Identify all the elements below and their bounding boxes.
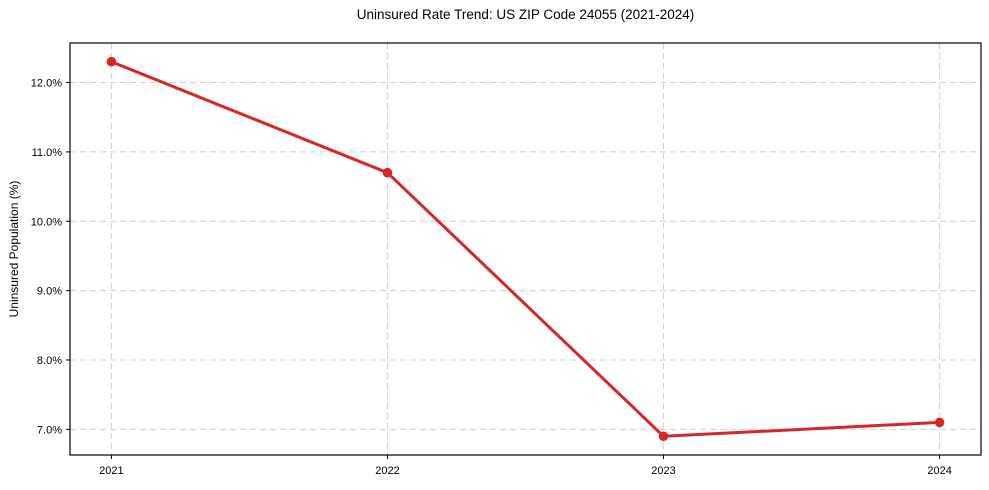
data-point-marker xyxy=(658,431,669,442)
data-point-marker xyxy=(382,167,393,178)
axes-border xyxy=(69,42,982,456)
x-tick-label: 2021 xyxy=(99,465,123,477)
y-tick-label: 9.0% xyxy=(37,286,62,298)
y-tick-label: 12.0% xyxy=(31,78,62,90)
trend-line xyxy=(109,60,942,438)
x-tick-label: 2022 xyxy=(375,465,399,477)
y-tick-label: 7.0% xyxy=(37,424,62,436)
y-tick-label: 10.0% xyxy=(31,216,62,228)
x-tick-label: 2023 xyxy=(651,465,675,477)
y-tick-label: 11.0% xyxy=(32,147,63,159)
data-point-marker xyxy=(934,417,945,428)
chart-title: Uninsured Rate Trend: US ZIP Code 24055 … xyxy=(356,7,695,22)
x-tick-label: 2024 xyxy=(927,465,951,477)
y-tick-label: 8.0% xyxy=(37,355,62,367)
data-point-marker xyxy=(106,56,117,67)
